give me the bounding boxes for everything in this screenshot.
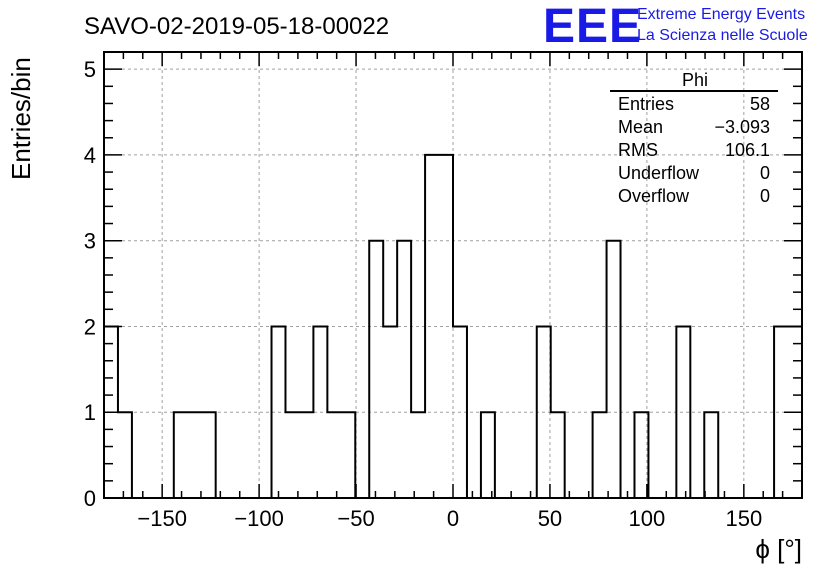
histogram-bin <box>272 326 286 498</box>
histogram-bin <box>327 412 341 498</box>
stats-label: Underflow <box>618 163 700 183</box>
x-axis-title: ϕ [°] <box>755 534 802 564</box>
x-tick-label: 100 <box>629 506 666 531</box>
x-tick-label: −100 <box>234 506 284 531</box>
histogram-bin <box>397 241 411 498</box>
histogram-bin <box>634 412 648 498</box>
histogram-bin <box>341 412 355 498</box>
logo-mark: EEE <box>543 0 642 53</box>
stats-value: 106.1 <box>725 140 770 160</box>
histogram-bin <box>607 241 621 498</box>
stats-value: 0 <box>760 163 770 183</box>
tick-labels: −150 −100 −50 0 50 100 150 0 1 2 3 4 5 <box>84 57 762 531</box>
x-tick-label: 150 <box>725 506 762 531</box>
histogram-bin <box>481 412 495 498</box>
histogram-bin <box>174 412 188 498</box>
y-tick-label: 3 <box>84 229 96 254</box>
histogram-bin <box>299 412 313 498</box>
y-tick-label: 4 <box>84 143 96 168</box>
histogram-bin <box>551 412 565 498</box>
y-tick-label: 2 <box>84 314 96 339</box>
y-tick-label: 1 <box>84 400 96 425</box>
histogram-bin <box>593 412 607 498</box>
eee-logo: EEE Extreme Energy Events La Scienza nel… <box>543 0 808 53</box>
histogram-bin <box>453 326 467 498</box>
y-tick-label: 5 <box>84 57 96 82</box>
histogram-bin <box>676 326 690 498</box>
logo-line-2: La Scienza nelle Scuole <box>637 27 808 44</box>
x-tick-label: 50 <box>538 506 562 531</box>
histogram-bin <box>118 412 132 498</box>
axis-ticks <box>104 51 802 499</box>
chart-title: SAVO-02-2019-05-18-00022 <box>84 13 389 40</box>
stats-label: Entries <box>618 94 674 114</box>
stats-label: RMS <box>618 140 658 160</box>
stats-value: −3.093 <box>714 117 770 137</box>
histogram-bin <box>285 412 299 498</box>
histogram-bin <box>369 241 383 498</box>
histogram-bin <box>411 412 425 498</box>
y-axis-title: Entries/bin <box>6 57 36 180</box>
histogram-bin <box>788 326 802 498</box>
stats-box: Phi Entries 58 Mean −3.093 RMS 106.1 Underflow… <box>610 70 778 206</box>
stats-rows: Entries 58 Mean −3.093 RMS 106.1 Underflow 0 Ove… <box>618 94 770 206</box>
stats-value: 0 <box>760 186 770 206</box>
histogram-bin <box>104 326 118 498</box>
histogram-bin <box>188 412 202 498</box>
histogram-bin <box>537 326 551 498</box>
x-tick-label: −50 <box>337 506 374 531</box>
histogram-bin <box>313 326 327 498</box>
histogram-bin <box>425 155 439 498</box>
stats-label: Mean <box>618 117 663 137</box>
stats-name: Phi <box>682 70 708 90</box>
histogram-bin <box>383 326 397 498</box>
logo-line-1: Extreme Energy Events <box>637 6 805 23</box>
y-tick-label: 0 <box>84 486 96 511</box>
histogram-bin <box>439 155 453 498</box>
histogram-bin <box>202 412 216 498</box>
x-tick-label: −150 <box>137 506 187 531</box>
stats-label: Overflow <box>618 186 690 206</box>
histogram-bin <box>774 326 788 498</box>
plot-frame <box>103 51 803 499</box>
stats-value: 58 <box>750 94 770 114</box>
x-tick-label: 0 <box>447 506 459 531</box>
histogram-bin <box>704 412 718 498</box>
